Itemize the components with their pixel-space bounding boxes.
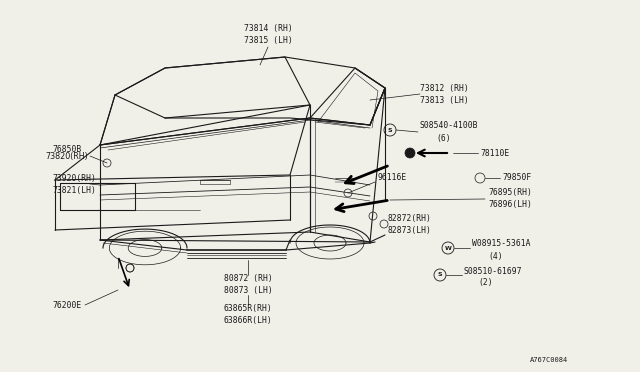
Text: (6): (6) bbox=[436, 134, 451, 142]
Text: 73820(RH): 73820(RH) bbox=[45, 151, 88, 160]
Text: 79850F: 79850F bbox=[502, 173, 531, 183]
Text: (4): (4) bbox=[488, 251, 502, 260]
Text: W: W bbox=[445, 246, 451, 250]
Text: W08915-5361A: W08915-5361A bbox=[472, 240, 531, 248]
Text: (2): (2) bbox=[478, 279, 493, 288]
Text: S08540-4100B: S08540-4100B bbox=[420, 122, 479, 131]
Text: 78110E: 78110E bbox=[480, 148, 509, 157]
Text: S: S bbox=[388, 128, 392, 132]
Text: 76896(LH): 76896(LH) bbox=[488, 201, 532, 209]
Text: 73814 (RH): 73814 (RH) bbox=[244, 23, 292, 32]
Text: S08510-61697: S08510-61697 bbox=[464, 266, 522, 276]
Text: 76200E: 76200E bbox=[52, 301, 81, 310]
Text: 73815 (LH): 73815 (LH) bbox=[244, 35, 292, 45]
Text: 73812 (RH): 73812 (RH) bbox=[420, 83, 468, 93]
Text: 73920(RH): 73920(RH) bbox=[52, 173, 96, 183]
Text: 80873 (LH): 80873 (LH) bbox=[223, 285, 273, 295]
Text: 63866R(LH): 63866R(LH) bbox=[223, 315, 273, 324]
Text: A767C0084: A767C0084 bbox=[530, 357, 568, 363]
Text: 82873(LH): 82873(LH) bbox=[388, 225, 432, 234]
Text: 73821(LH): 73821(LH) bbox=[52, 186, 96, 195]
Text: S: S bbox=[438, 273, 442, 278]
Text: 63865R(RH): 63865R(RH) bbox=[223, 304, 273, 312]
Text: 80872 (RH): 80872 (RH) bbox=[223, 273, 273, 282]
Text: 82872(RH): 82872(RH) bbox=[388, 214, 432, 222]
Text: 76895(RH): 76895(RH) bbox=[488, 189, 532, 198]
Circle shape bbox=[405, 148, 415, 158]
Text: 96116E: 96116E bbox=[378, 173, 407, 183]
Text: 73813 (LH): 73813 (LH) bbox=[420, 96, 468, 105]
Text: 76850B: 76850B bbox=[52, 145, 81, 154]
